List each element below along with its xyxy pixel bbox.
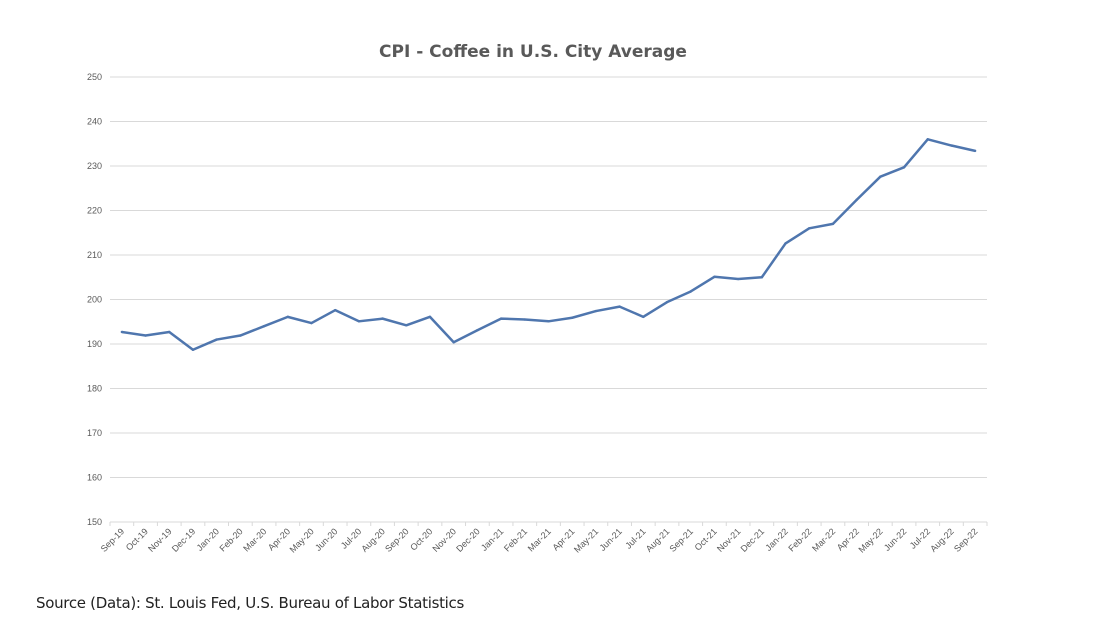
- data-point: [333, 308, 337, 312]
- x-tick-label: Mar-20: [241, 526, 268, 553]
- data-point: [523, 318, 526, 321]
- y-tick-label: 190: [87, 339, 102, 349]
- data-point: [879, 175, 882, 178]
- data-point: [191, 348, 195, 351]
- data-point: [476, 329, 479, 332]
- data-point: [286, 315, 289, 319]
- data-point: [120, 330, 124, 334]
- x-tick-label: Jan-22: [763, 526, 790, 553]
- data-point: [618, 305, 621, 308]
- x-tick-label: May-20: [288, 526, 316, 554]
- data-point: [926, 138, 929, 141]
- data-point: [902, 166, 906, 169]
- x-tick-label: Dec-20: [454, 526, 482, 554]
- data-point: [950, 144, 953, 147]
- x-axis: Sep-19Oct-19Nov-19Dec-19Jan-20Feb-20Mar-…: [99, 522, 988, 555]
- y-tick-label: 210: [87, 250, 102, 260]
- data-point: [713, 275, 716, 279]
- data-point: [239, 334, 242, 337]
- y-tick-label: 200: [87, 295, 102, 305]
- x-tick-label: Mar-21: [526, 526, 553, 553]
- x-tick-label: Feb-22: [786, 526, 813, 553]
- x-tick-label: Oct-20: [408, 526, 434, 552]
- y-tick-label: 170: [87, 428, 102, 438]
- y-tick-label: 180: [87, 384, 102, 394]
- data-point: [310, 321, 313, 325]
- data-point: [262, 325, 266, 328]
- data-point: [215, 338, 218, 341]
- data-point: [808, 227, 811, 230]
- source-note: Source (Data): St. Louis Fed, U.S. Burea…: [36, 594, 465, 612]
- x-tick-label: Aug-21: [644, 526, 672, 554]
- data-point: [571, 316, 574, 319]
- y-axis: 150 160 170 180 190 200 210 220 230 240 250: [87, 72, 102, 527]
- x-tick-label: Feb-20: [218, 526, 245, 553]
- data-point: [855, 198, 858, 202]
- x-tick-label: May-22: [856, 526, 884, 554]
- data-point: [499, 317, 503, 320]
- x-tick-label: Jun-22: [882, 526, 909, 553]
- x-tick-label: Jan-20: [195, 526, 222, 553]
- data-point: [168, 330, 171, 334]
- data-point: [452, 341, 455, 344]
- data-point: [405, 324, 408, 327]
- x-tick-label: Nov-20: [431, 526, 459, 554]
- chart-title: CPI - Coffee in U.S. City Average: [379, 42, 687, 62]
- data-point: [642, 315, 645, 319]
- data-point: [144, 334, 147, 337]
- data-point: [736, 277, 740, 281]
- x-tick-label: Sep-19: [99, 526, 127, 554]
- y-tick-label: 250: [87, 72, 102, 82]
- data-point: [665, 300, 669, 304]
- x-tick-label: Dec-21: [739, 526, 767, 554]
- data-point: [760, 276, 764, 279]
- x-tick-label: Nov-19: [146, 526, 174, 554]
- data-point: [381, 317, 384, 320]
- x-tick-label: Sep-21: [668, 526, 696, 554]
- x-tick-label: Dec-19: [170, 526, 198, 554]
- x-tick-label: Jun-20: [313, 526, 340, 553]
- data-point: [973, 149, 977, 153]
- x-tick-label: Sep-22: [952, 526, 980, 554]
- y-tick-label: 150: [87, 517, 102, 527]
- x-tick-label: Feb-21: [502, 526, 529, 553]
- data-point: [689, 290, 692, 293]
- x-tick-label: Oct-19: [124, 526, 150, 552]
- y-tick-label: 240: [87, 117, 102, 127]
- x-tick-label: Aug-20: [359, 526, 387, 554]
- x-tick-label: Jun-21: [597, 526, 624, 553]
- gridlines: [110, 76, 987, 523]
- x-tick-label: Oct-21: [693, 526, 719, 552]
- x-tick-label: Sep-20: [383, 526, 411, 554]
- data-point: [831, 222, 835, 226]
- series: [120, 138, 977, 352]
- x-tick-label: Aug-22: [928, 526, 956, 554]
- x-tick-label: Mar-22: [810, 526, 837, 553]
- x-tick-label: Jan-21: [479, 526, 506, 553]
- x-tick-label: May-21: [572, 526, 600, 554]
- data-point: [428, 315, 432, 319]
- y-tick-label: 230: [87, 161, 102, 171]
- x-tick-label: Nov-21: [715, 526, 743, 554]
- data-point: [594, 309, 598, 313]
- y-tick-label: 160: [87, 473, 102, 483]
- data-point: [784, 242, 787, 245]
- data-point: [547, 320, 550, 323]
- y-tick-label: 220: [87, 206, 102, 216]
- series-line: [121, 138, 976, 352]
- data-point: [357, 320, 361, 323]
